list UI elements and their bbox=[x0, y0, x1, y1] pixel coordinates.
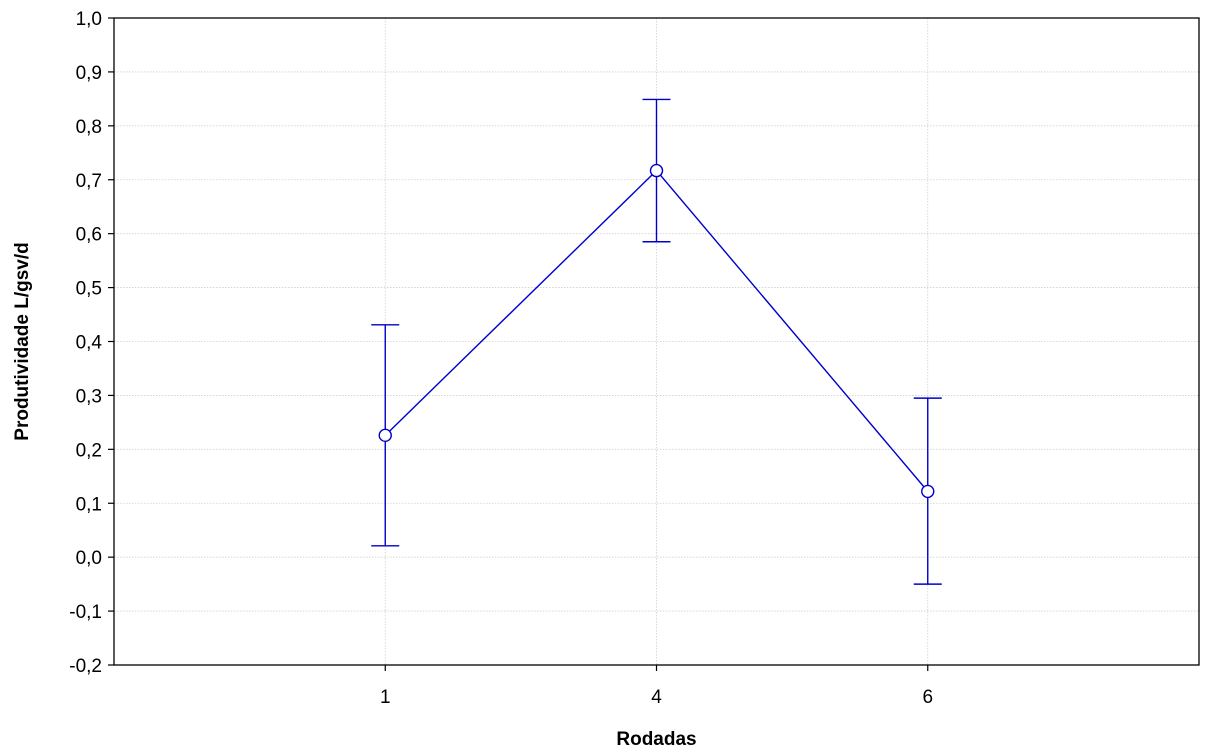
grid-lines bbox=[114, 18, 1199, 665]
data-points bbox=[378, 163, 935, 499]
data-point bbox=[921, 484, 935, 499]
y-tick-label: 0,2 bbox=[76, 440, 102, 461]
y-tick-label: 0,7 bbox=[76, 171, 102, 192]
x-tick-label: 6 bbox=[922, 687, 933, 708]
y-tick-label: 0,1 bbox=[76, 494, 102, 515]
x-tick-label: 1 bbox=[380, 687, 391, 708]
y-tick-label: 0,8 bbox=[76, 117, 102, 138]
y-axis-title: Produtividade L/gsv/d bbox=[12, 242, 33, 440]
y-tick-label: 0,3 bbox=[76, 386, 102, 407]
y-axis-ticks: -0,2 -0,1 0,0 0,1 0,2 0,3 0,4 0,5 0,6 0,7 0,8 0,9 1,… bbox=[69, 9, 114, 677]
y-tick-label: -0,1 bbox=[69, 602, 102, 623]
x-axis-ticks: 1 4 6 bbox=[380, 665, 933, 708]
y-tick-label: -0,2 bbox=[69, 656, 102, 677]
data-point bbox=[378, 428, 392, 443]
y-tick-label: 1,0 bbox=[76, 9, 102, 30]
y-tick-label: 0,9 bbox=[76, 63, 102, 84]
y-tick-label: 0,6 bbox=[76, 225, 102, 246]
x-tick-label: 4 bbox=[651, 687, 662, 708]
y-tick-label: 0,0 bbox=[76, 548, 102, 569]
data-point bbox=[649, 163, 664, 178]
y-tick-label: 0,4 bbox=[76, 333, 103, 354]
x-axis-title: Rodadas bbox=[616, 729, 696, 750]
y-tick-label: 0,5 bbox=[76, 279, 102, 300]
